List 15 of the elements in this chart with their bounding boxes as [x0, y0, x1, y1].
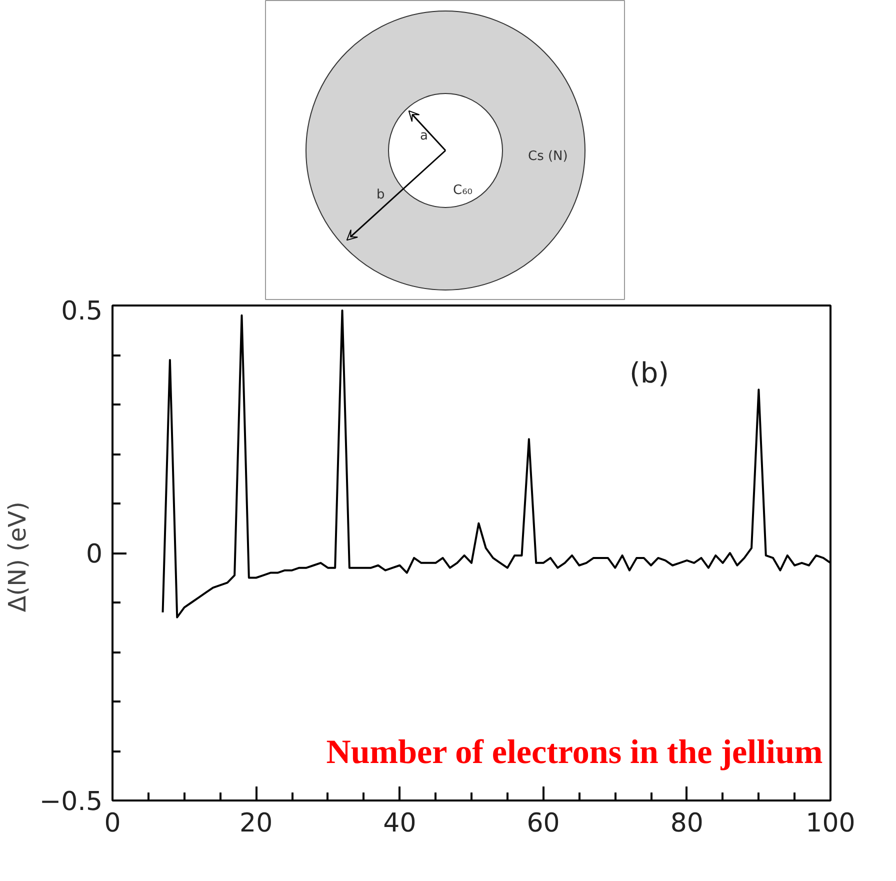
text: Cs (N) — [528, 149, 568, 164]
y-tick-label: 0.5 — [61, 296, 103, 326]
x-tick-label: 100 — [806, 808, 856, 838]
text: C₆₀ — [453, 183, 472, 198]
y-axis-title: Δ(N) (eV) — [3, 501, 32, 612]
y-tick-label: −0.5 — [39, 787, 103, 817]
text: a — [420, 128, 428, 144]
y-tick-label: 0 — [86, 540, 103, 570]
x-tick-label: 40 — [383, 808, 416, 838]
x-tick-label: 80 — [670, 808, 704, 838]
x-axis-title: Number of electrons in the jellium — [326, 734, 823, 771]
x-tick-label: 20 — [240, 808, 273, 838]
annotation: (b) — [629, 356, 670, 390]
x-tick-label: 60 — [526, 808, 560, 838]
text: b — [376, 187, 385, 202]
